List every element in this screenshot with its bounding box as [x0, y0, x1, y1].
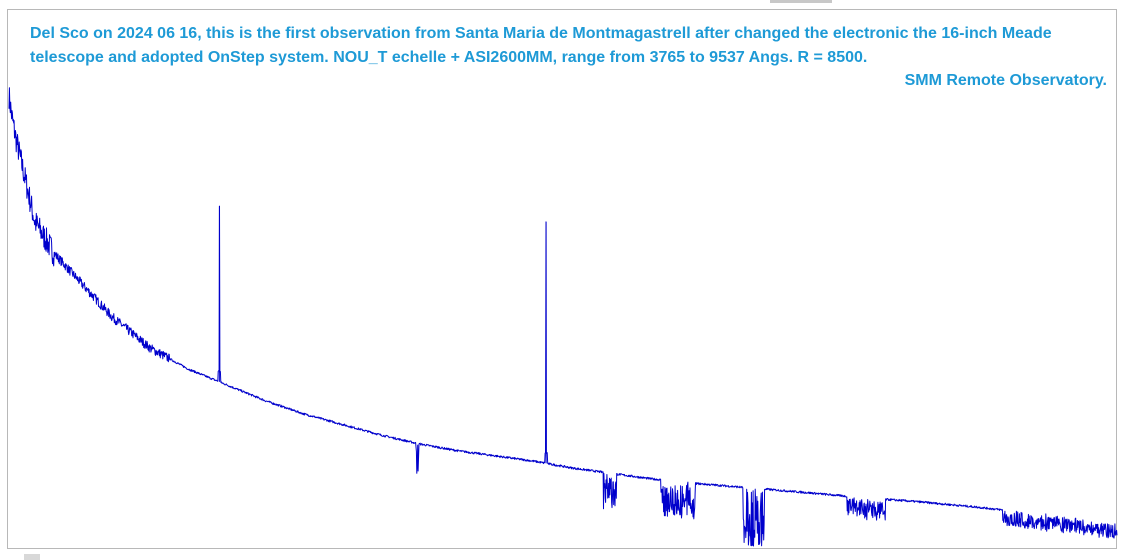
plot-area	[7, 9, 1117, 549]
window-tab	[770, 0, 832, 3]
spectrum-line	[8, 87, 1118, 547]
caption-line-3: SMM Remote Observatory.	[904, 72, 1107, 89]
spectrum-series	[8, 87, 1118, 547]
scrollbar-corner	[24, 554, 40, 560]
caption-line-2: telescope and adopted OnStep system. NOU…	[30, 49, 868, 66]
caption-line-1: Del Sco on 2024 06 16, this is the first…	[30, 25, 1052, 42]
